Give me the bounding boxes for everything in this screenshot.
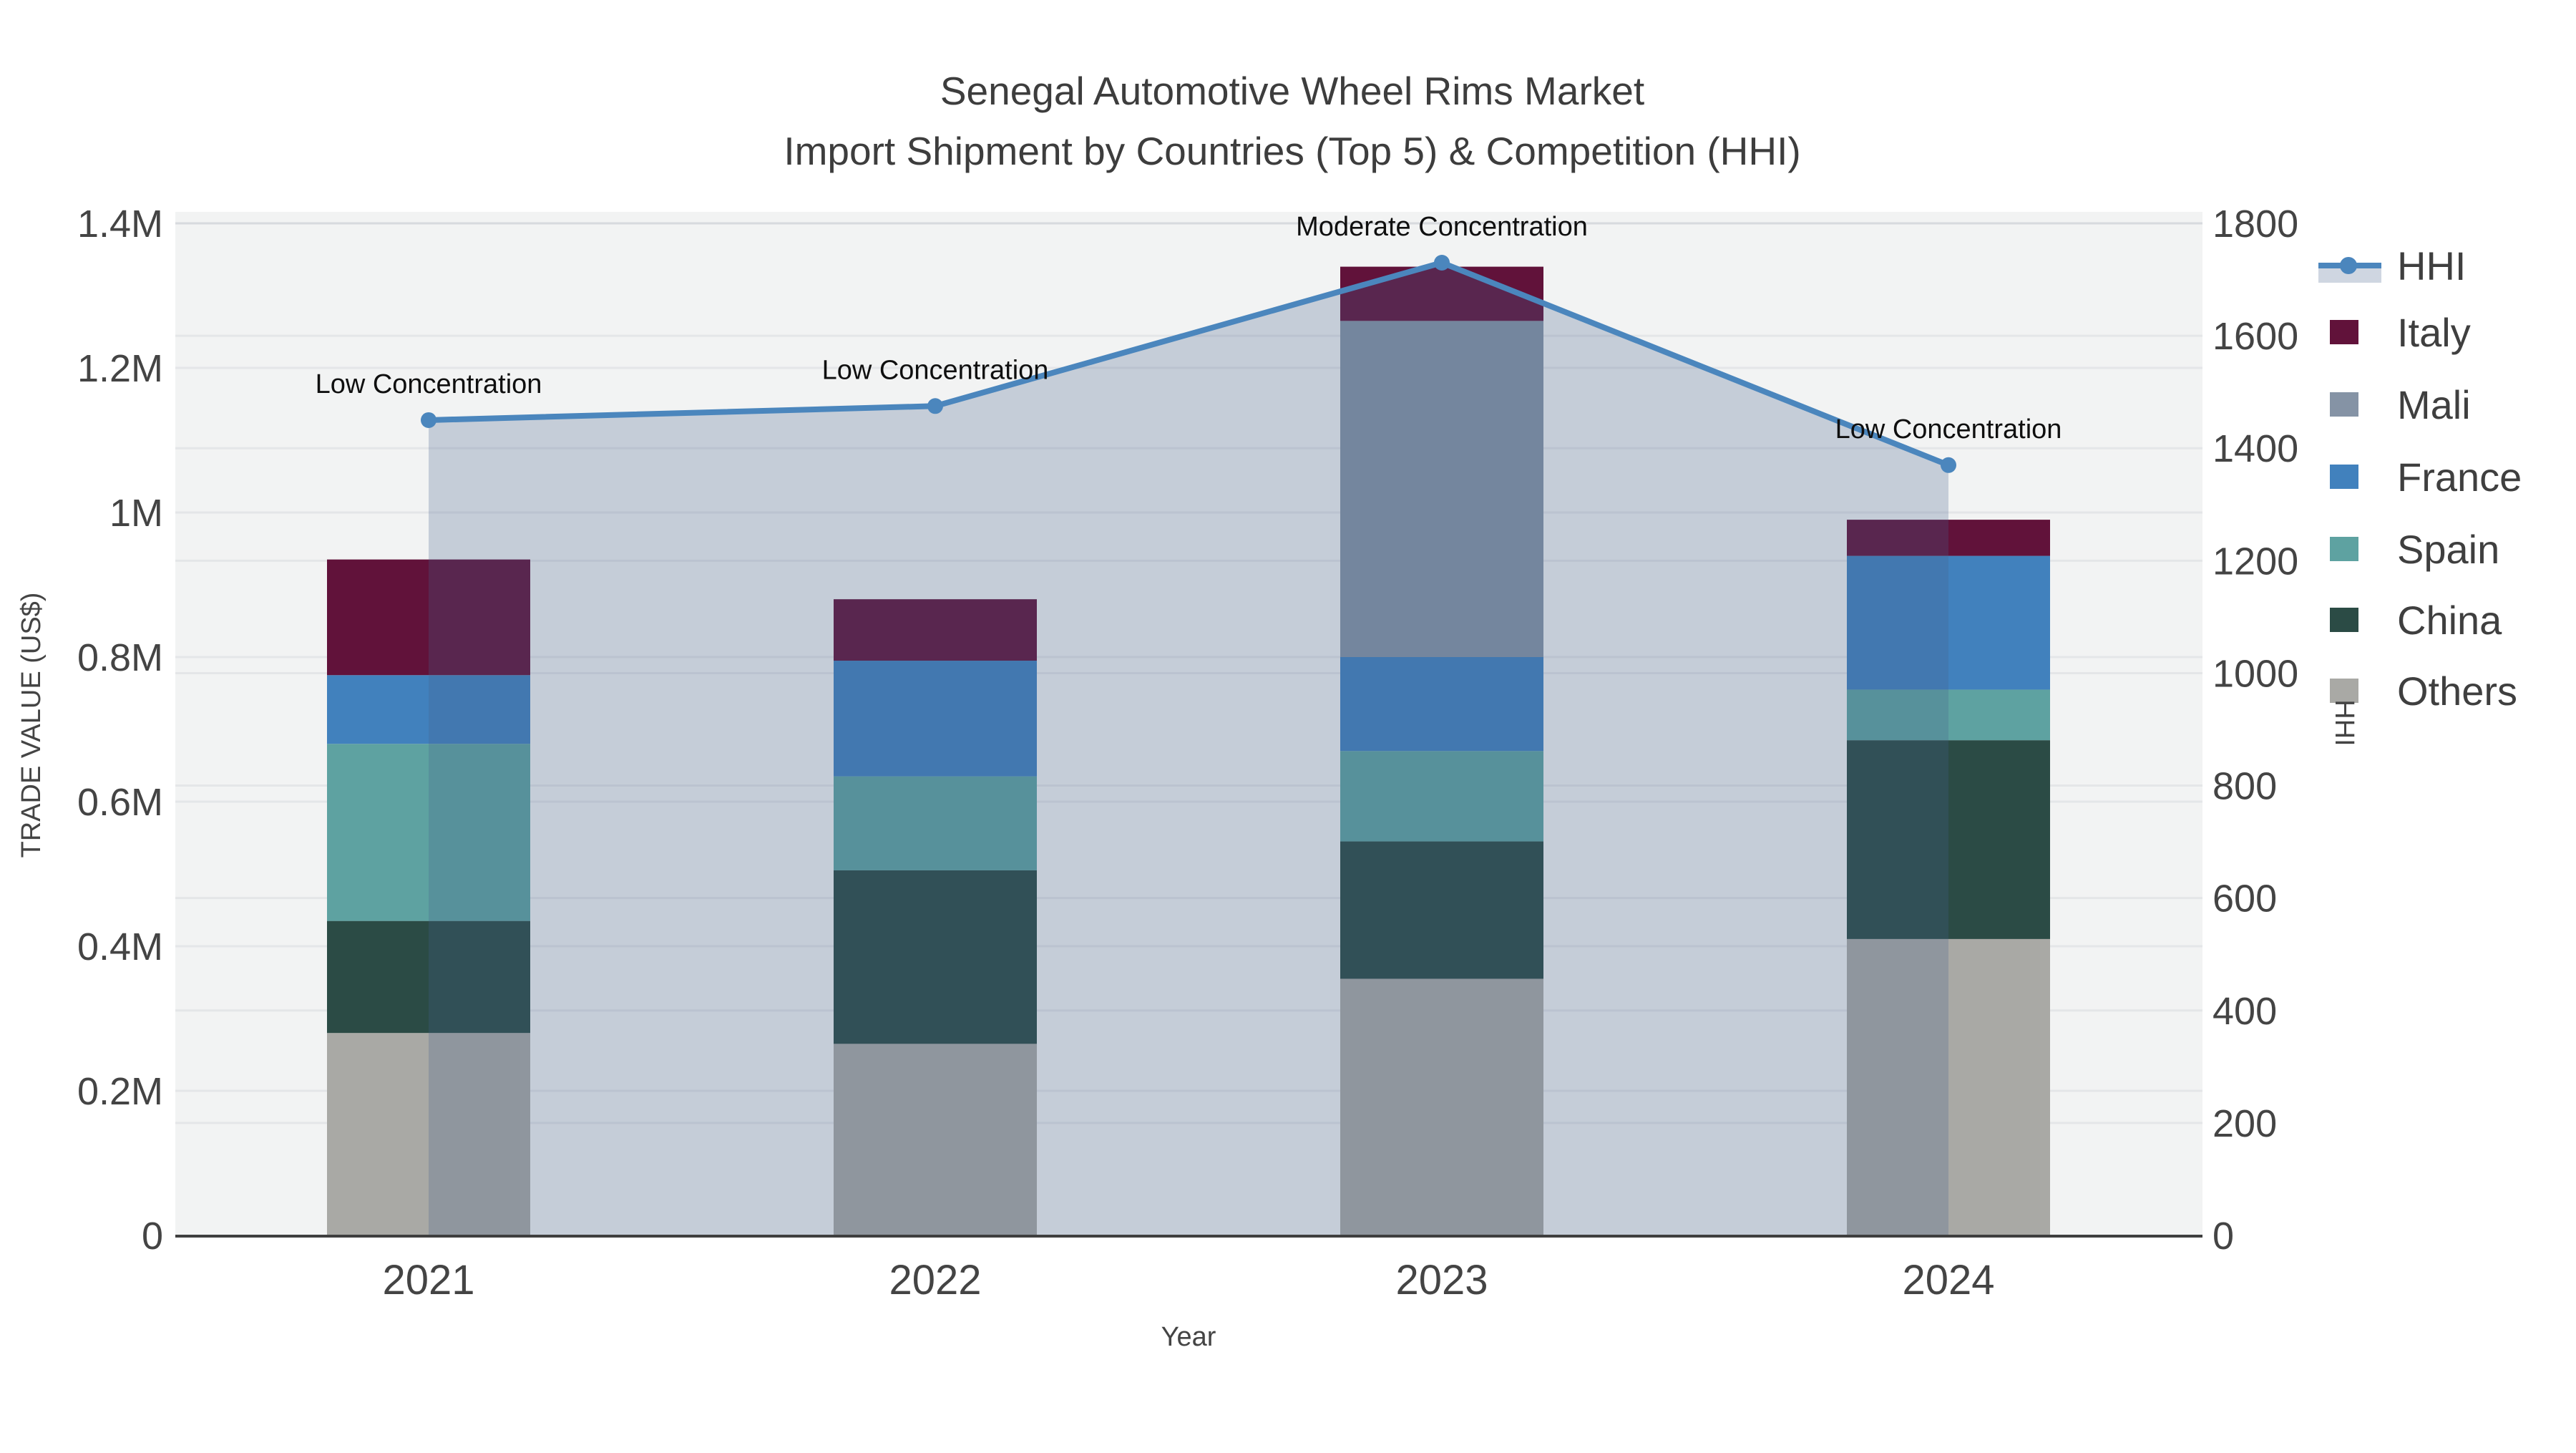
bar-segment-others-2021[interactable] (327, 1033, 530, 1235)
y2-tick-1600: 1600 (2212, 315, 2298, 358)
annotation-2024: Low Concentration (1835, 414, 2062, 444)
y2-tick-1800: 1800 (2212, 203, 2298, 246)
legend-item-others[interactable]: Others (2330, 669, 2517, 714)
y2-tick-200: 200 (2212, 1102, 2277, 1145)
legend-label-france[interactable]: France (2397, 455, 2522, 500)
legend-swatch-france (2330, 465, 2358, 489)
bar-segment-italy-2021[interactable] (327, 559, 530, 676)
hhi-marker-2022[interactable] (927, 398, 943, 414)
legend-item-spain[interactable]: Spain (2330, 527, 2499, 572)
hhi-marker-2021[interactable] (421, 412, 436, 428)
annotation-2022: Low Concentration (822, 355, 1049, 385)
bar-segment-france-2023[interactable] (1340, 657, 1543, 752)
legend-label-italy[interactable]: Italy (2397, 310, 2471, 355)
bar-segment-china-2023[interactable] (1340, 841, 1543, 979)
bar-segment-mali-2023[interactable] (1340, 321, 1543, 657)
y-tick-0.8M: 0.8M (77, 636, 163, 679)
y-tick-0.6M: 0.6M (77, 781, 163, 824)
bar-segment-spain-2024[interactable] (1847, 689, 2050, 741)
bar-segment-italy-2022[interactable] (834, 599, 1037, 661)
y2-tick-800: 800 (2212, 765, 2277, 808)
x-tick-2022: 2022 (889, 1257, 981, 1303)
legend-item-italy[interactable]: Italy (2330, 310, 2471, 355)
legend-swatch-others (2330, 679, 2358, 703)
y-tick-0: 0 (142, 1215, 163, 1258)
y2-tick-1200: 1200 (2212, 540, 2298, 583)
hhi-line[interactable] (428, 259, 1950, 468)
bar-segment-china-2024[interactable] (1847, 740, 2050, 939)
y-tick-0.4M: 0.4M (77, 925, 163, 968)
bar-segment-france-2024[interactable] (1847, 555, 2050, 690)
x-axis-title: Year (1161, 1322, 1216, 1352)
legend-swatch-italy (2330, 320, 2358, 344)
x-tick-2021: 2021 (382, 1257, 474, 1303)
legend-item-china[interactable]: China (2330, 598, 2502, 643)
bar-segment-italy-2024[interactable] (1847, 520, 2050, 556)
y2-tick-600: 600 (2212, 878, 2277, 920)
legend-item-hhi[interactable]: HHI (2318, 243, 2466, 288)
bar-segment-france-2022[interactable] (834, 661, 1037, 777)
x-tick-2023: 2023 (1395, 1257, 1488, 1303)
legend-label-others[interactable]: Others (2397, 669, 2517, 714)
hhi-area-fill (429, 262, 1948, 1235)
bar-segment-others-2024[interactable] (1847, 938, 2050, 1235)
y-tick-1.4M: 1.4M (77, 203, 163, 246)
annotation-2021: Low Concentration (316, 369, 542, 399)
bar-segment-china-2022[interactable] (834, 870, 1037, 1044)
legend-item-mali[interactable]: Mali (2330, 382, 2471, 427)
y2-axis-title: HHI (2329, 699, 2359, 746)
bar-segment-spain-2023[interactable] (1340, 751, 1543, 842)
annotation-2023: Moderate Concentration (1296, 212, 1588, 242)
legend-item-france[interactable]: France (2330, 455, 2522, 500)
y2-tick-0: 0 (2212, 1215, 2234, 1258)
legend-label-spain[interactable]: Spain (2397, 527, 2499, 572)
bar-segment-others-2023[interactable] (1340, 978, 1543, 1235)
legend-swatch-china (2330, 608, 2358, 632)
y-tick-1.2M: 1.2M (77, 347, 163, 390)
legend-label-china[interactable]: China (2397, 598, 2502, 643)
y2-tick-1000: 1000 (2212, 652, 2298, 695)
bar-segment-others-2022[interactable] (834, 1044, 1037, 1235)
legend-swatch-mali (2330, 392, 2358, 417)
y-axis-title: TRADE VALUE (US$) (16, 593, 47, 858)
y-tick-1M: 1M (109, 492, 163, 535)
legend-hhi-marker-sample (2340, 257, 2357, 274)
y2-tick-400: 400 (2212, 990, 2277, 1033)
bar-segment-spain-2022[interactable] (834, 776, 1037, 870)
y2-tick-1400: 1400 (2212, 427, 2298, 470)
hhi-marker-2023[interactable] (1434, 254, 1450, 271)
bar-segment-china-2021[interactable] (327, 920, 530, 1034)
bar-segment-italy-2023[interactable] (1340, 266, 1543, 321)
chart-title-line1: Senegal Automotive Wheel Rims Market (940, 69, 1644, 113)
legend-swatch-spain (2330, 537, 2358, 561)
legend-label-mali[interactable]: Mali (2397, 382, 2471, 427)
chart-title-line2: Import Shipment by Countries (Top 5) & C… (784, 129, 1800, 173)
hhi-marker-2024[interactable] (1941, 457, 1956, 473)
y-tick-0.2M: 0.2M (77, 1070, 163, 1113)
x-tick-2024: 2024 (1902, 1257, 1994, 1303)
legend-label-hhi[interactable]: HHI (2397, 243, 2466, 288)
bar-segment-spain-2021[interactable] (327, 744, 530, 921)
bar-segment-france-2021[interactable] (327, 675, 530, 744)
